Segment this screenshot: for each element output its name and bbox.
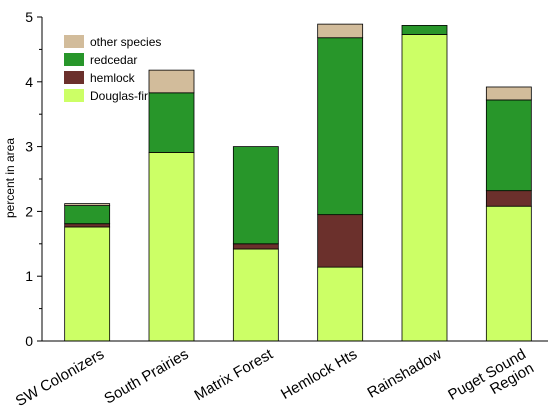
legend-swatch	[64, 89, 84, 102]
bar-segment-redcedar	[401, 25, 448, 35]
legend-label: hemlock	[90, 71, 136, 85]
y-axis-label: percent in area	[3, 138, 17, 218]
legend-label: redcedar	[90, 53, 137, 67]
category-label: Matrix Forest	[192, 345, 277, 404]
legend: other species redcedar hemlock Douglas-fir	[64, 35, 161, 103]
category-label: Hemlock Hts	[278, 346, 360, 403]
category-label: Puget SoundRegion	[445, 346, 537, 418]
y-tick-label: 5	[25, 9, 33, 25]
bar-segment-other-species	[485, 86, 532, 101]
legend-label: other species	[90, 35, 161, 49]
y-tick-label: 2	[25, 203, 33, 219]
y-tick-label: 4	[25, 74, 33, 90]
bar-segment-douglas-fir	[317, 266, 364, 342]
legend-swatch	[64, 71, 84, 84]
y-tick-label: 3	[25, 139, 33, 155]
legend-swatch	[64, 35, 84, 48]
bar-segment-other-species	[64, 203, 111, 206]
bar-segment-other-species	[317, 23, 364, 39]
y-tick-label: 0	[25, 333, 33, 349]
axes-layer: 0 1 2 3 4 5	[25, 9, 548, 349]
legend-label: Douglas-fir	[90, 89, 148, 103]
bar-segment-redcedar	[64, 205, 111, 225]
bars-layer	[64, 23, 532, 342]
bar-segment-douglas-fir	[485, 205, 532, 342]
category-label: Rainshadow	[364, 346, 444, 402]
bar-segment-redcedar	[148, 92, 195, 153]
bar-segment-hemlock	[232, 243, 279, 250]
category-label: SW Colonizers	[13, 346, 107, 410]
category-label: South Prairies	[101, 346, 191, 408]
legend-swatch	[64, 53, 84, 66]
bar-segment-redcedar	[232, 146, 279, 245]
bar-segment-douglas-fir	[148, 152, 195, 342]
bar-segment-redcedar	[317, 37, 364, 216]
bar-segment-hemlock	[64, 223, 111, 228]
bar-segment-hemlock	[317, 214, 364, 268]
bar-segment-hemlock	[485, 190, 532, 207]
bar-segment-douglas-fir	[232, 248, 279, 342]
y-tick-label: 1	[25, 268, 33, 284]
bar-segment-douglas-fir	[64, 226, 111, 342]
bar-segment-other-species	[148, 69, 195, 94]
bar-segment-redcedar	[485, 99, 532, 192]
bar-segment-douglas-fir	[401, 34, 448, 342]
